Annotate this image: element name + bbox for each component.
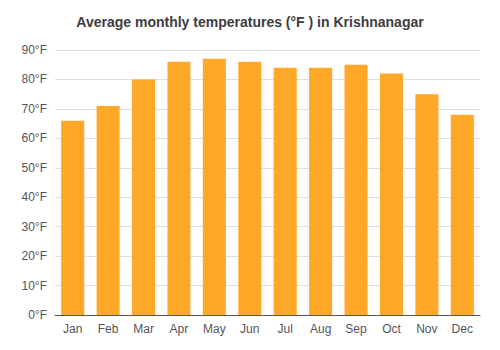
svg-text:30°F: 30°F [22,220,47,234]
svg-text:Jul: Jul [278,322,293,336]
svg-text:70°F: 70°F [22,102,47,116]
svg-text:May: May [203,322,226,336]
svg-text:20°F: 20°F [22,249,47,263]
svg-text:60°F: 60°F [22,131,47,145]
svg-text:Dec: Dec [452,322,473,336]
svg-text:Jan: Jan [63,322,82,336]
svg-text:Sep: Sep [345,322,367,336]
svg-text:Nov: Nov [416,322,437,336]
svg-text:40°F: 40°F [22,190,47,204]
svg-text:80°F: 80°F [22,72,47,86]
svg-text:Aug: Aug [310,322,331,336]
svg-text:Mar: Mar [133,322,154,336]
svg-text:50°F: 50°F [22,161,47,175]
svg-text:Jun: Jun [240,322,259,336]
svg-text:Average monthly temperatures (: Average monthly temperatures (°F ) in Kr… [76,14,424,30]
svg-text:Feb: Feb [98,322,119,336]
svg-text:10°F: 10°F [22,279,47,293]
svg-text:90°F: 90°F [22,43,47,57]
svg-text:Apr: Apr [170,322,189,336]
svg-text:Oct: Oct [382,322,401,336]
svg-text:0°F: 0°F [28,308,47,322]
